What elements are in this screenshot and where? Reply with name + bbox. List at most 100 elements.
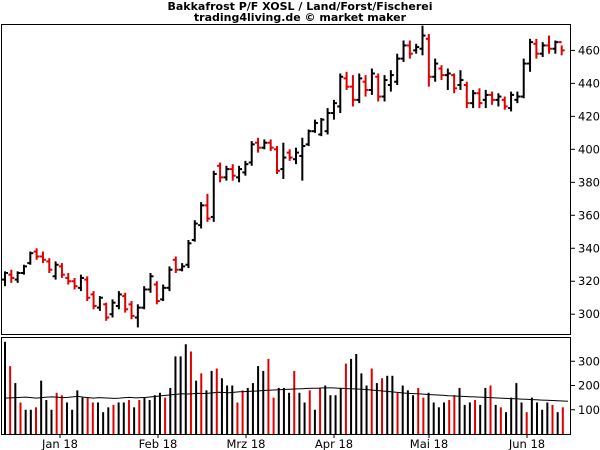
month-label: Mrz 18: [227, 437, 266, 450]
ohlc-bar: [65, 272, 72, 285]
volume-tick-label: 100: [578, 403, 600, 417]
ohlc-bar: [204, 193, 211, 222]
ohlc-bar: [337, 73, 344, 114]
ohlc-bar: [451, 73, 458, 94]
volume-panel: [4, 341, 569, 434]
month-label: Jan 18: [41, 437, 78, 450]
ohlc-bar: [311, 119, 318, 133]
ohlc-bar: [242, 160, 249, 176]
month-label: Feb 18: [139, 437, 178, 450]
ohlc-bar: [349, 75, 356, 107]
ohlc-bar: [217, 162, 224, 183]
ohlc-bar: [90, 291, 97, 310]
ohlc-bar: [134, 304, 141, 328]
ohlc-bar: [115, 291, 122, 310]
ohlc-bar: [299, 137, 306, 181]
ohlc-bar: [160, 284, 167, 302]
ohlc-bar: [425, 33, 432, 87]
ohlc-bar: [495, 93, 502, 107]
price-tick-label: 340: [578, 241, 600, 255]
ohlc-bar: [438, 65, 445, 81]
ohlc-bar: [229, 164, 236, 181]
ohlc-bar: [356, 73, 363, 104]
ohlc-bar: [166, 266, 173, 292]
ohlc-bar: [236, 165, 243, 183]
ohlc-bar: [274, 146, 281, 175]
ohlc-bar: [147, 272, 154, 293]
ohlc-bar: [419, 25, 426, 56]
axes: 300 320 340 360 380 400 420 440 460 100 200 300 Jan …: [1, 24, 600, 450]
month-label: Jun 18: [508, 437, 545, 450]
ohlc-bar: [46, 258, 53, 273]
ohlc-bar: [552, 40, 559, 54]
ohlc-bar: [476, 88, 483, 109]
price-panel-border: [1, 24, 571, 335]
ohlc-bar: [27, 251, 34, 265]
price-tick-label: 360: [578, 208, 600, 222]
ohlc-bar: [470, 89, 477, 109]
ohlc-bar: [122, 292, 129, 313]
ohlc-bar: [508, 91, 515, 112]
ohlc-bar: [191, 220, 198, 242]
ohlc-bar: [432, 58, 439, 82]
price-tick-label: 300: [578, 307, 600, 321]
ohlc-bar: [463, 81, 470, 109]
price-panel: [2, 25, 565, 328]
ohlc-bar: [413, 43, 420, 54]
ohlc-bar: [223, 165, 230, 181]
ohlc-bar: [52, 261, 59, 280]
ohlc-bar: [286, 149, 293, 161]
ohlc-bar: [400, 40, 407, 62]
ohlc-bar: [128, 301, 135, 320]
ohlc-bar: [261, 139, 268, 150]
ohlc-bar: [172, 256, 179, 273]
ohlc-bar: [96, 296, 103, 311]
ohlc-bar: [292, 147, 299, 165]
price-tick-label: 320: [578, 274, 600, 288]
price-tick-label: 440: [578, 76, 600, 90]
ohlc-bar: [514, 91, 521, 104]
ohlc-bar: [109, 299, 116, 318]
ohlc-bar: [2, 271, 8, 287]
volume-tick-label: 300: [578, 354, 600, 368]
ohlc-bar: [248, 141, 255, 166]
ohlc-bar: [527, 38, 534, 72]
ohlc-bar: [179, 263, 186, 272]
ohlc-bar: [324, 108, 331, 135]
ohlc-bar: [318, 117, 325, 137]
ohlc-bar: [39, 251, 46, 264]
ohlc-bar: [375, 73, 382, 102]
ohlc-bar: [457, 70, 464, 90]
ohlc-bar: [368, 68, 375, 95]
chart-title: Bakkafrost P/F XOSL / Land/Forst/Fischer…: [167, 0, 433, 13]
volume-tick-label: 200: [578, 379, 600, 393]
ohlc-bar: [20, 264, 27, 275]
ohlc-bar: [539, 42, 546, 57]
ohlc-bar: [198, 202, 205, 229]
ohlc-bar: [210, 170, 217, 222]
month-label: Apr 18: [315, 437, 353, 450]
ohlc-bar: [489, 91, 496, 105]
chart-subtitle: trading4living.de © market maker: [193, 11, 407, 24]
ohlc-bar: [482, 89, 489, 109]
ohlc-bar: [58, 263, 65, 278]
ohlc-bar: [255, 137, 262, 153]
ohlc-bar: [533, 38, 540, 59]
ohlc-bar: [501, 96, 508, 110]
ohlc-bar: [84, 276, 91, 302]
ohlc-bar: [280, 142, 287, 179]
price-tick-label: 420: [578, 109, 600, 123]
ohlc-bar: [103, 302, 110, 321]
ohlc-bar: [394, 53, 401, 86]
ohlc-bar: [14, 271, 21, 283]
ohlc-bar: [362, 75, 369, 97]
ohlc-bar: [305, 129, 312, 147]
ohlc-bar: [546, 35, 553, 54]
ohlc-bar: [520, 58, 527, 99]
ohlc-bar: [141, 286, 148, 310]
ohlc-bar: [153, 281, 160, 305]
price-tick-label: 460: [578, 43, 600, 57]
ohlc-bar: [387, 70, 394, 92]
